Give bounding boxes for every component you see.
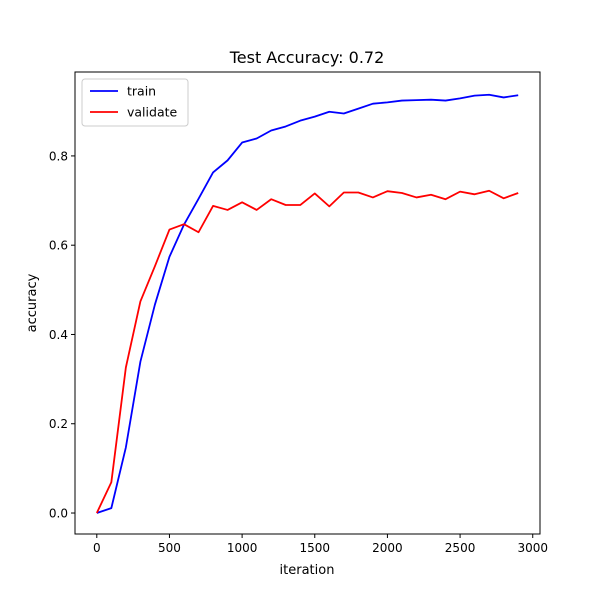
y-tick-label: 0.6 (49, 239, 68, 253)
chart-title: Test Accuracy: 0.72 (229, 48, 385, 67)
legend-validate-label: validate (127, 105, 177, 120)
x-axis-label: iteration (280, 563, 335, 578)
ticks-layer: 0 500 1000 1500 2000 2500 3000 0.0 0.2 0.4 0.6 0.8 (49, 149, 548, 555)
legend: train validate (81, 78, 189, 127)
x-tick-label: 1500 (299, 541, 330, 555)
x-tick-label: 500 (158, 541, 181, 555)
x-tick-label: 2000 (372, 541, 403, 555)
y-tick-label: 0.2 (49, 417, 68, 431)
legend-train-label: train (127, 84, 156, 99)
x-tick-label: 2500 (445, 541, 476, 555)
x-tick-label: 0 (93, 541, 101, 555)
y-tick-label: 0.0 (49, 507, 68, 521)
series-line-train (96, 93, 519, 514)
series-layer (95, 93, 519, 514)
x-tick-label: 1000 (227, 541, 258, 555)
y-axis-label: accuracy (25, 273, 40, 332)
series-line-validate (95, 189, 519, 514)
y-tick-label: 0.4 (49, 328, 68, 342)
plot-frame (74, 71, 541, 535)
y-tick-label: 0.8 (49, 149, 68, 163)
x-tick-label: 3000 (517, 541, 548, 555)
